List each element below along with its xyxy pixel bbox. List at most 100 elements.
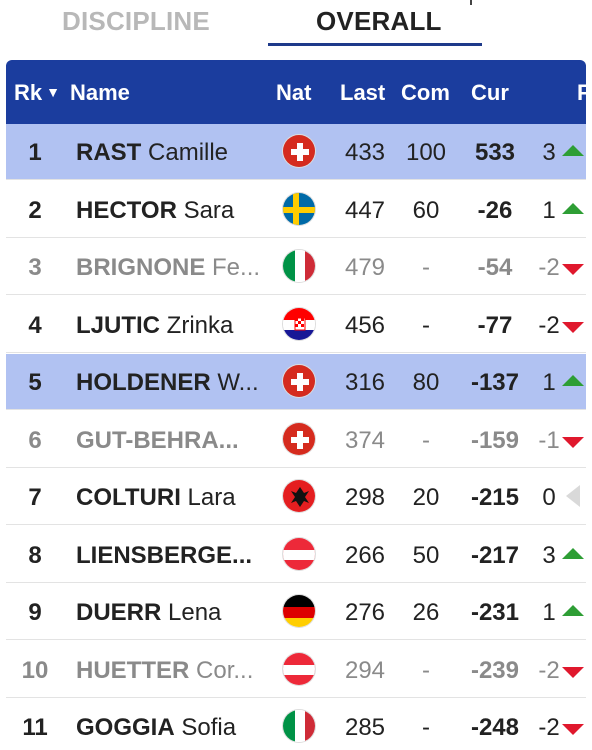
first-name: Cor... bbox=[196, 656, 254, 684]
last-points: 479 bbox=[344, 254, 386, 281]
rank: 8 bbox=[28, 541, 42, 569]
rank: 4 bbox=[28, 311, 42, 339]
cur-points: -137 bbox=[470, 369, 520, 396]
flag-sweden-icon bbox=[282, 191, 316, 226]
athlete-name[interactable]: GOGGIA Sofia bbox=[76, 714, 272, 742]
table-row[interactable]: 1 RAST Camille 433 100 533 3 bbox=[6, 124, 586, 180]
rank-change: 1 bbox=[542, 196, 556, 224]
com-points: 100 bbox=[405, 139, 447, 166]
com-points: - bbox=[422, 426, 430, 454]
com-points: 20 bbox=[412, 484, 440, 511]
flag-italy-icon bbox=[282, 249, 316, 283]
table-row[interactable]: 3 BRIGNONE Fe... 479 - -54 -2 bbox=[6, 239, 586, 295]
cur-points: -26 bbox=[477, 196, 513, 224]
trend-down-icon bbox=[562, 724, 584, 735]
trend-up-icon bbox=[562, 202, 584, 214]
table-row[interactable]: 11 GOGGIA Sofia 285 - -248 -2 bbox=[6, 699, 586, 750]
athlete-name[interactable]: HUETTER Cor... bbox=[76, 657, 272, 685]
com-points: - bbox=[422, 254, 430, 281]
flag-austria-icon bbox=[282, 536, 316, 571]
trend-up-icon bbox=[562, 547, 584, 559]
last-name: HECTOR bbox=[76, 196, 177, 224]
active-tab-indicator bbox=[268, 43, 482, 46]
last-name: LJUTIC bbox=[76, 311, 160, 339]
cur-points: -231 bbox=[470, 599, 520, 626]
table-row[interactable]: 4 LJUTIC Zrinka 456 - -77 -2 bbox=[6, 297, 586, 353]
table-row[interactable]: 7 COLTURI Lara 298 20 -215 0 bbox=[6, 469, 586, 525]
rank: 7 bbox=[28, 484, 42, 511]
tab-bar: DISCIPLINE OVERALL bbox=[0, 0, 592, 55]
last-points: 266 bbox=[344, 541, 386, 569]
header-partial[interactable]: F bbox=[577, 80, 586, 105]
athlete-name[interactable]: HOLDENER W... bbox=[76, 369, 272, 397]
last-name: COLTURI bbox=[76, 484, 181, 511]
flag-croatia-icon bbox=[282, 306, 316, 341]
rank: 1 bbox=[28, 139, 42, 166]
header-last[interactable]: Last bbox=[340, 80, 386, 105]
rank-change: 3 bbox=[542, 541, 556, 569]
divider bbox=[470, 0, 472, 5]
athlete-name[interactable]: COLTURI Lara bbox=[76, 484, 272, 512]
trend-down-icon bbox=[562, 321, 584, 333]
last-points: 276 bbox=[344, 599, 386, 626]
flag-austria-icon bbox=[282, 651, 316, 686]
table-row[interactable]: 10 HUETTER Cor... 294 - -239 -2 bbox=[6, 642, 586, 698]
athlete-name[interactable]: LJUTIC Zrinka bbox=[76, 312, 272, 340]
cur-points: -217 bbox=[470, 541, 520, 569]
header-rank[interactable]: Rk ▼ bbox=[14, 80, 60, 106]
tab-discipline[interactable]: DISCIPLINE bbox=[62, 6, 210, 36]
flag-switzerland-icon bbox=[282, 134, 316, 168]
header-com[interactable]: Com bbox=[401, 80, 450, 105]
table-row[interactable]: 2 HECTOR Sara 447 60 -26 1 bbox=[6, 182, 586, 238]
last-points: 285 bbox=[344, 714, 386, 741]
table-row[interactable]: 9 DUERR Lena 276 26 -231 1 bbox=[6, 584, 586, 640]
sort-desc-icon: ▼ bbox=[46, 84, 60, 100]
header-name[interactable]: Name bbox=[70, 80, 130, 105]
last-points: 294 bbox=[344, 656, 386, 684]
last-name: LIENSBERGE... bbox=[76, 541, 253, 569]
standings-table: Rk ▼ Name Nat Last Com Cur F 1 RAST Camill… bbox=[6, 60, 586, 750]
rank-change: 1 bbox=[542, 369, 556, 396]
rank-change: -2 bbox=[538, 656, 560, 684]
tab-overall[interactable]: OVERALL bbox=[316, 6, 442, 36]
last-name: DUERR bbox=[76, 599, 162, 626]
last-points: 456 bbox=[344, 311, 386, 339]
athlete-name[interactable]: DUERR Lena bbox=[76, 599, 272, 627]
rank: 6 bbox=[28, 426, 42, 454]
table-row[interactable]: 8 LIENSBERGE... 266 50 -217 3 bbox=[6, 527, 586, 583]
athlete-name[interactable]: LIENSBERGE... bbox=[76, 542, 272, 570]
rank: 5 bbox=[28, 369, 42, 396]
athlete-name[interactable]: HECTOR Sara bbox=[76, 197, 272, 225]
header-rank-label: Rk bbox=[14, 80, 43, 105]
table-row[interactable]: 5 HOLDENER W... 316 80 -137 1 bbox=[6, 354, 586, 410]
rank-change: -1 bbox=[538, 426, 560, 454]
rank-change: 0 bbox=[542, 484, 556, 511]
flag-italy-icon bbox=[282, 709, 316, 743]
last-points: 298 bbox=[344, 484, 386, 511]
rank: 11 bbox=[22, 714, 48, 741]
last-name: HOLDENER bbox=[76, 369, 211, 396]
last-points: 316 bbox=[344, 369, 386, 396]
last-name: GOGGIA bbox=[76, 714, 175, 741]
athlete-name[interactable]: BRIGNONE Fe... bbox=[76, 254, 272, 282]
trend-flat-icon bbox=[566, 485, 580, 507]
last-points: 447 bbox=[344, 196, 386, 224]
first-name: Camille bbox=[148, 139, 229, 166]
trend-down-icon bbox=[562, 436, 584, 448]
table-header: Rk ▼ Name Nat Last Com Cur F bbox=[6, 60, 586, 124]
header-nat[interactable]: Nat bbox=[276, 80, 312, 105]
com-points: 80 bbox=[412, 369, 440, 396]
header-cur[interactable]: Cur bbox=[471, 80, 509, 105]
rank-change: 3 bbox=[542, 139, 556, 166]
com-points: 60 bbox=[412, 196, 440, 224]
com-points: 50 bbox=[412, 541, 440, 569]
table-row[interactable]: 6 GUT-BEHRA... 374 - -159 -1 bbox=[6, 412, 586, 468]
athlete-name[interactable]: GUT-BEHRA... bbox=[76, 427, 272, 455]
athlete-name[interactable]: RAST Camille bbox=[76, 139, 272, 167]
trend-down-icon bbox=[562, 666, 584, 678]
last-points: 374 bbox=[344, 426, 386, 454]
flag-switzerland-icon bbox=[282, 421, 316, 456]
com-points: - bbox=[422, 714, 430, 741]
last-name: RAST bbox=[76, 139, 142, 166]
cur-points: -215 bbox=[470, 484, 520, 511]
